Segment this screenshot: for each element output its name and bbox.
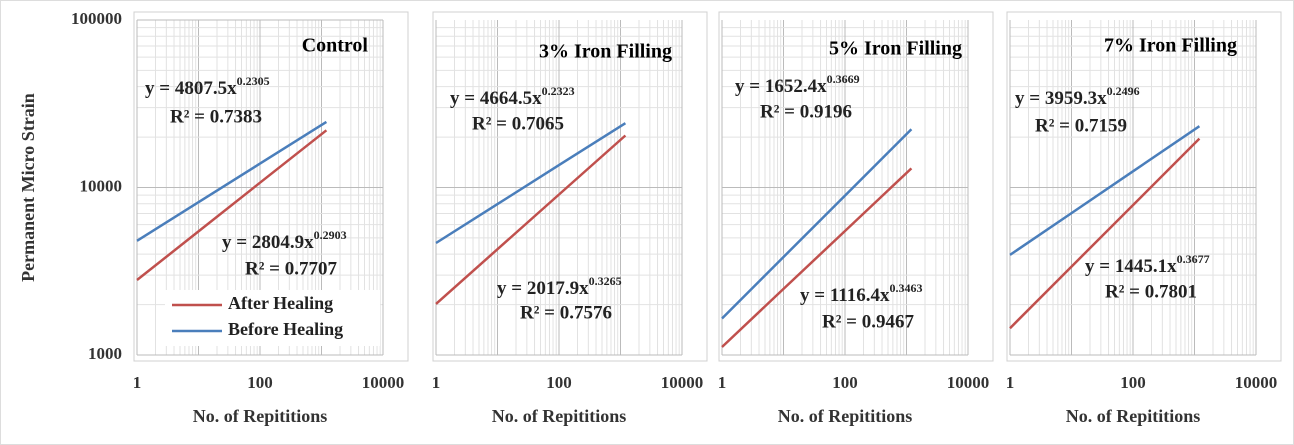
r-squared: R² = 0.7065 — [472, 113, 564, 134]
trendline-equation: y = 2804.9x0.2903 — [222, 228, 347, 254]
equation-exponent: 0.3669 — [827, 72, 860, 86]
x-axis-label: No. of Repititions — [492, 406, 627, 426]
trendline-equation: y = 1652.4x0.3669 — [735, 72, 860, 98]
panel-title: Control — [302, 35, 369, 57]
x-tick-label: 100 — [247, 373, 273, 392]
y-axis-label: Permanent Micro Strain — [18, 93, 38, 282]
equation-exponent: 0.2903 — [314, 228, 347, 242]
y-tick-label: 100000 — [71, 9, 122, 28]
equation-exponent: 0.3463 — [889, 281, 922, 295]
line-series — [721, 167, 913, 348]
equation-text: y = 4807.5x — [145, 78, 237, 99]
x-tick-label: 10000 — [947, 373, 990, 392]
panel-title: 7% Iron Filling — [1104, 35, 1237, 57]
x-tick-label: 1 — [1006, 373, 1015, 392]
x-axis-label: No. of Repititions — [193, 406, 328, 426]
trendline-equation: y = 1116.4x0.3463 — [800, 281, 922, 307]
x-axis-label: No. of Repititions — [778, 406, 913, 426]
trendline-equation: y = 3959.3x0.2496 — [1015, 84, 1140, 110]
equation-text: y = 4664.5x — [450, 88, 542, 109]
line-series — [1009, 137, 1201, 330]
equation-exponent: 0.2496 — [1107, 84, 1140, 98]
equation-text: y = 2017.9x — [497, 278, 589, 299]
r-squared: R² = 0.7707 — [245, 258, 337, 279]
equation-text: y = 1116.4x — [800, 285, 890, 306]
r-squared: R² = 0.9196 — [760, 101, 852, 122]
trendline-equation: y = 4664.5x0.2323 — [450, 84, 575, 110]
x-tick-label: 10000 — [362, 373, 405, 392]
r-squared: R² = 0.9467 — [822, 311, 914, 332]
legend-label: After Healing — [228, 293, 333, 313]
equation-exponent: 0.2323 — [542, 84, 575, 98]
legend: After Healing Before Healing — [165, 290, 380, 346]
y-tick-label: 1000 — [88, 344, 122, 363]
r-squared: R² = 0.7383 — [170, 106, 262, 127]
trendline-equation: y = 2017.9x0.3265 — [497, 274, 622, 300]
y-tick-label: 10000 — [80, 176, 123, 195]
equation-exponent: 0.2305 — [237, 74, 270, 88]
panel-title: 5% Iron Filling — [829, 38, 962, 60]
equation-exponent: 0.3265 — [589, 274, 622, 288]
x-tick-label: 10000 — [1235, 373, 1278, 392]
line-series — [136, 120, 328, 242]
trendline-equation: y = 1445.1x0.3677 — [1085, 252, 1210, 278]
legend-box — [165, 290, 380, 346]
r-squared: R² = 0.7159 — [1035, 115, 1127, 136]
legend-label: Before Healing — [228, 319, 343, 339]
line-series — [1009, 125, 1201, 256]
line-series — [435, 122, 627, 245]
line-series — [136, 129, 328, 281]
line-series — [721, 128, 913, 320]
equation-text: y = 2804.9x — [222, 232, 314, 253]
panel-frame — [1006, 11, 1282, 362]
x-tick-label: 100 — [1120, 373, 1146, 392]
r-squared: R² = 0.7576 — [520, 302, 612, 323]
x-axis-label: No. of Repititions — [1066, 406, 1201, 426]
equation-text: y = 1445.1x — [1085, 256, 1177, 277]
panel-title: 3% Iron Filling — [539, 41, 672, 63]
x-tick-label: 100 — [546, 373, 572, 392]
equation-exponent: 0.3677 — [1177, 252, 1210, 266]
x-tick-label: 1 — [432, 373, 441, 392]
x-tick-label: 10000 — [661, 373, 704, 392]
equation-text: y = 3959.3x — [1015, 88, 1107, 109]
panel-frame — [718, 11, 994, 362]
line-series — [435, 134, 627, 305]
x-tick-label: 100 — [832, 373, 858, 392]
x-tick-label: 1 — [718, 373, 727, 392]
x-tick-label: 1 — [133, 373, 142, 392]
r-squared: R² = 0.7801 — [1105, 281, 1197, 302]
trendline-equation: y = 4807.5x0.2305 — [145, 74, 270, 100]
equation-text: y = 1652.4x — [735, 76, 827, 97]
